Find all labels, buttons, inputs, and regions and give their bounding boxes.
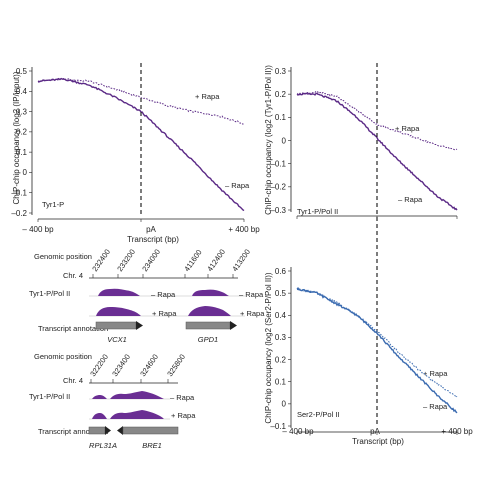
position-tick-label: 323400 xyxy=(110,352,132,378)
gene-arrow-vcx1 xyxy=(95,321,143,330)
y-tick-label: 0 xyxy=(282,400,287,409)
position-tick-label: 413200 xyxy=(230,247,252,273)
y-tick-label: 0.3 xyxy=(275,333,287,342)
signal-peak-plus-vcx1 xyxy=(96,307,141,316)
series-line-plus-rapa xyxy=(296,287,458,398)
x-tick-label-right: + 400 bp xyxy=(228,225,260,234)
corner-label: Tyr1-P/Pol II xyxy=(297,207,338,216)
y-tick-label: 0 xyxy=(282,136,287,145)
gene-label-bre1: BRE1 xyxy=(142,441,162,450)
track-label: Tyr1-P/Pol II xyxy=(29,289,70,298)
chart-tyr1p: ChIP-chip occupancy (log2 (IP/input)) Ty… xyxy=(11,63,260,244)
position-tick-label: 232400 xyxy=(90,247,112,273)
y-tick-label: 0.1 xyxy=(16,148,28,157)
y-tick-label: –0.1 xyxy=(11,189,27,198)
genomic-position-label: Genomic position xyxy=(34,352,92,361)
chart-ser2p-polii: ChIP-chip occupancy (log2 (Ser2-P/Pol II… xyxy=(264,267,473,446)
y-tick-label: 0.1 xyxy=(275,378,287,387)
y-tick-label: 0.3 xyxy=(16,107,28,116)
rapa-plus-label: + Rapa xyxy=(152,309,177,318)
x-axis-label: Transcript (bp) xyxy=(127,235,179,244)
position-tick-label: 325800 xyxy=(165,352,187,378)
genomic-position-label: Genomic position xyxy=(34,252,92,261)
chr-label: Chr. 4 xyxy=(63,376,83,385)
y-tick-label: 0.4 xyxy=(275,311,287,320)
y-tick-label: 0.2 xyxy=(275,355,287,364)
y-tick-label: 0.5 xyxy=(16,67,28,76)
series-line-plus-rapa xyxy=(296,90,458,151)
y-tick-label: –0.1 xyxy=(270,422,286,431)
y-tick-label: 0.2 xyxy=(275,90,287,99)
chr-label: Chr. 4 xyxy=(63,271,83,280)
annotation-label: Transcript annotation xyxy=(38,324,108,333)
gene-arrow-gpd1 xyxy=(185,321,237,330)
x-tick-label-right: + 400 bp xyxy=(441,427,473,436)
track-panel-rpl31a-bre1: Genomic position Chr. 4 322200 323400 32… xyxy=(29,352,196,450)
position-tick-label: 233200 xyxy=(115,247,137,273)
x-tick-label-left: – 400 bp xyxy=(22,225,54,234)
track-panel-vcx1-gpd1: Genomic position Chr. 4 232400 233200 23… xyxy=(29,247,265,344)
y-tick-label: –0.2 xyxy=(270,183,286,192)
gene-arrow-bre1 xyxy=(117,426,179,435)
rapa-minus-label: – Rapa xyxy=(151,290,176,299)
position-tick-label: 324600 xyxy=(138,352,160,378)
rapa-plus-label: + Rapa xyxy=(240,309,265,318)
gene-arrow-rpl31a xyxy=(88,426,111,435)
series-label-plus: + Rapa xyxy=(195,92,220,101)
y-axis-label: ChIP-chip occupancy (log2 (Tyr1-P/Pol II… xyxy=(264,65,273,215)
series-label-minus: – Rapa xyxy=(398,195,423,204)
position-tick-label: 234000 xyxy=(140,247,162,273)
series-label-minus: – Rapa xyxy=(423,402,448,411)
corner-label: Ser2-P/Pol II xyxy=(297,410,340,419)
track-label: Tyr1-P/Pol II xyxy=(29,392,70,401)
position-tick-label: 411600 xyxy=(182,248,203,273)
signal-peak-minus-vcx1 xyxy=(98,288,140,296)
series-label-minus: – Rapa xyxy=(225,181,250,190)
gene-label-vcx1: VCX1 xyxy=(107,335,127,344)
annotation-label: Transcript annotation xyxy=(38,427,108,436)
x-tick-label-left: – 400 bp xyxy=(282,427,314,436)
y-tick-label: 0.2 xyxy=(16,128,28,137)
y-tick-label: 0 xyxy=(23,168,28,177)
x-tick-label-pa: pA xyxy=(370,427,380,436)
rapa-minus-label: – Rapa xyxy=(170,393,195,402)
x-tick-label-pa: pA xyxy=(146,225,156,234)
signal-peak-minus-rpl31a xyxy=(92,395,107,399)
y-tick-label: 0.6 xyxy=(275,267,287,276)
rapa-plus-label: + Rapa xyxy=(171,411,196,420)
series-label-plus: + Rapa xyxy=(423,369,448,378)
y-tick-label: 0.3 xyxy=(275,67,287,76)
signal-peak-minus-gpd1 xyxy=(192,289,229,296)
y-axis-label: ChIP-chip occupancy (log2 (IP/input)) xyxy=(12,71,21,204)
series-line-minus-rapa xyxy=(296,92,458,211)
corner-label: Tyr1-P xyxy=(42,200,64,209)
y-tick-label: 0.4 xyxy=(16,87,28,96)
genomic-ticks xyxy=(92,274,234,278)
gene-label-gpd1: GPD1 xyxy=(198,335,218,344)
position-tick-label: 412400 xyxy=(205,247,227,273)
signal-peak-plus-gpd1 xyxy=(188,306,231,316)
signal-peak-plus-bre1 xyxy=(110,410,164,419)
y-axis-label: ChIP-chip occupancy (log2 (Ser2-P/Pol II… xyxy=(264,272,273,424)
y-tick-label: –0.1 xyxy=(270,159,286,168)
signal-peak-minus-bre1 xyxy=(110,391,164,399)
series-label-plus: + Rapa xyxy=(395,124,420,133)
y-tick-label: 0.1 xyxy=(275,113,287,122)
y-tick-label: 0.5 xyxy=(275,289,287,298)
genomic-ticks xyxy=(90,379,169,383)
signal-peak-plus-rpl31a xyxy=(92,413,107,419)
rapa-minus-label: – Rapa xyxy=(239,290,264,299)
series-line-minus-rapa xyxy=(296,287,458,414)
chart-tyr1p-polii: ChIP-chip occupancy (log2 (Tyr1-P/Pol II… xyxy=(264,63,458,425)
y-tick-label: –0.2 xyxy=(11,209,27,218)
y-tick-label: –0.3 xyxy=(270,206,286,215)
gene-label-rpl31a: RPL31A xyxy=(89,441,117,450)
x-axis-label: Transcript (bp) xyxy=(352,437,404,446)
